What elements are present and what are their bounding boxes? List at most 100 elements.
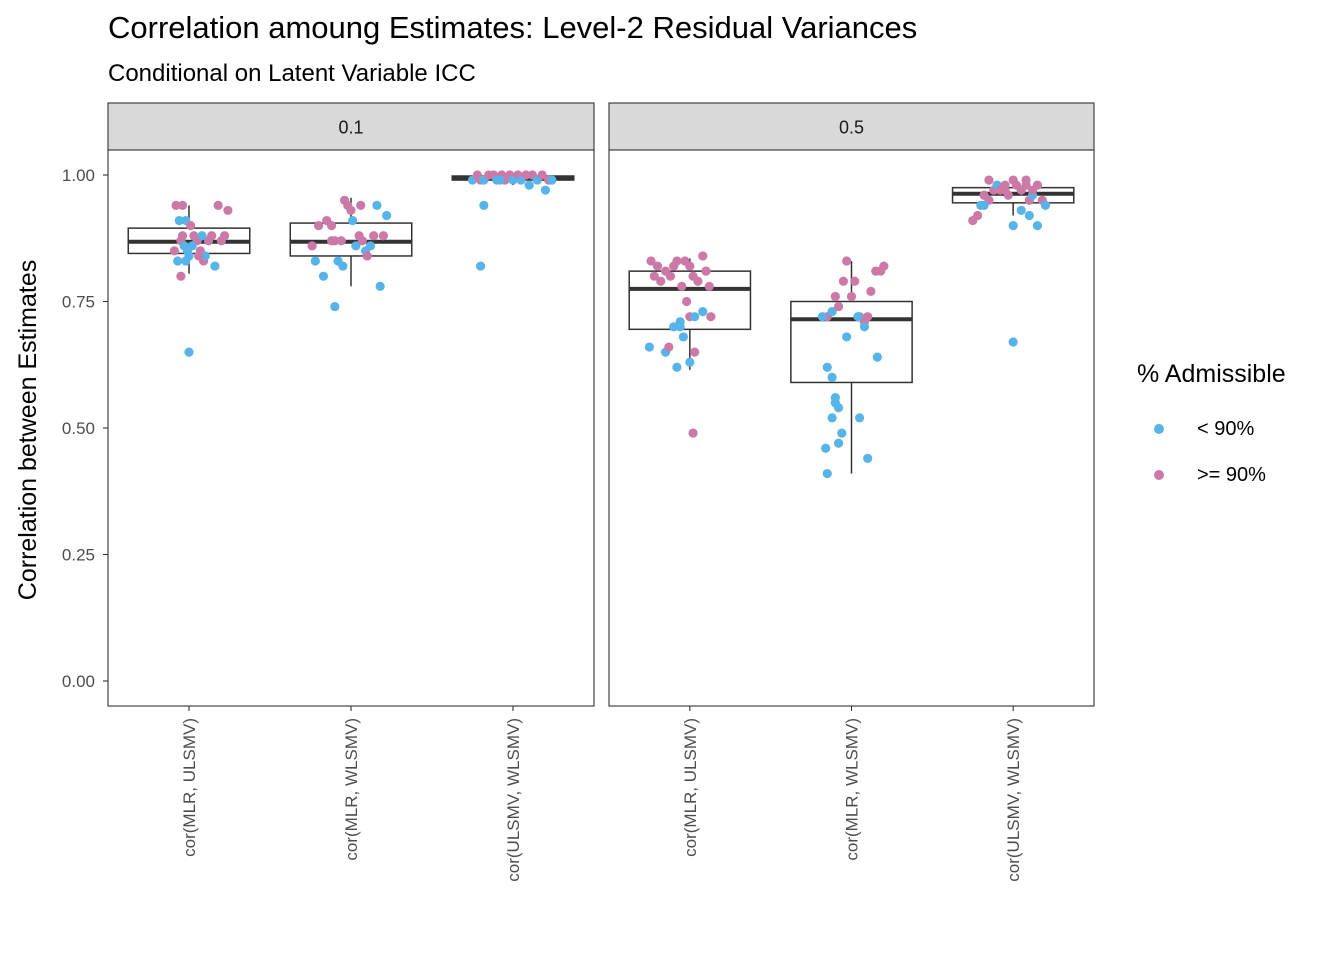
chart-title: Correlation amoung Estimates: Level-2 Re…	[108, 10, 918, 45]
data-point-ge90	[326, 236, 337, 246]
data-point-lt90	[210, 261, 220, 271]
data-point-lt90	[1040, 200, 1051, 210]
data-point-lt90	[837, 428, 847, 438]
data-point-ge90	[213, 200, 223, 210]
data-point-lt90	[669, 322, 679, 332]
data-point-ge90	[646, 256, 656, 266]
x-tick-label: cor(MLR, ULSMV)	[681, 718, 700, 857]
data-point-ge90	[863, 312, 873, 322]
data-point-ge90	[664, 342, 674, 352]
data-point-ge90	[220, 231, 230, 241]
legend: % Admissible < 90% >= 90%	[1137, 360, 1286, 486]
data-point-lt90	[495, 175, 505, 185]
data-point-lt90	[375, 281, 385, 291]
legend-title: % Admissible	[1137, 360, 1286, 388]
chart-subtitle: Conditional on Latent Variable ICC	[108, 60, 476, 87]
data-point-ge90	[838, 276, 849, 286]
data-point-ge90	[688, 428, 698, 438]
data-point-ge90	[521, 170, 531, 180]
data-point-lt90	[310, 256, 320, 266]
data-point-lt90	[351, 241, 361, 251]
data-point-lt90	[476, 261, 486, 271]
y-tick-label: 0.75	[62, 293, 95, 312]
data-point-lt90	[859, 322, 870, 332]
data-point-lt90	[200, 251, 210, 261]
data-point-ge90	[346, 205, 356, 216]
facet-strip	[608, 102, 1095, 151]
data-point-ge90	[207, 231, 217, 241]
data-point-lt90	[827, 413, 837, 423]
y-tick-label: 1.00	[62, 166, 95, 185]
data-point-ge90	[842, 256, 852, 266]
data-point-lt90	[479, 200, 489, 210]
data-point-lt90	[822, 362, 832, 372]
data-point-lt90	[1008, 221, 1018, 231]
facet-strip	[107, 102, 595, 151]
data-point-ge90	[314, 221, 324, 231]
data-point-ge90	[704, 281, 714, 291]
data-point-ge90	[866, 286, 876, 296]
data-point-ge90	[652, 261, 663, 271]
data-point-lt90	[678, 332, 688, 342]
data-point-ge90	[698, 251, 708, 261]
data-point-ge90	[171, 200, 181, 210]
legend-label-ge90: >= 90%	[1197, 464, 1266, 486]
facet-strip-label: 0.5	[839, 118, 864, 138]
data-point-lt90	[644, 342, 655, 352]
data-point-lt90	[382, 210, 392, 221]
data-point-lt90	[187, 241, 197, 251]
data-point-ge90	[850, 276, 860, 286]
data-point-ge90	[369, 231, 379, 241]
data-point-lt90	[854, 413, 865, 423]
data-point-ge90	[378, 231, 388, 241]
data-point-ge90	[833, 301, 844, 312]
legend-dot-lt90	[1154, 424, 1164, 434]
data-point-ge90	[984, 175, 994, 185]
data-point-ge90	[1027, 185, 1038, 195]
data-point-lt90	[827, 372, 837, 382]
data-point-ge90	[356, 200, 366, 210]
x-tick-label: cor(ULSMV, WLSMV)	[1004, 718, 1023, 882]
data-point-ge90	[656, 276, 666, 286]
data-point-lt90	[1032, 221, 1043, 231]
x-tick-label: cor(MLR, ULSMV)	[180, 718, 199, 857]
data-point-lt90	[817, 312, 828, 322]
data-point-ge90	[186, 221, 196, 231]
data-point-lt90	[330, 301, 340, 312]
data-point-ge90	[706, 312, 716, 322]
facet-strip-label: 0.1	[338, 118, 363, 138]
data-point-ge90	[693, 276, 703, 286]
data-point-lt90	[833, 403, 844, 413]
data-point-ge90	[1000, 185, 1010, 195]
data-point-lt90	[338, 261, 348, 271]
data-point-lt90	[690, 312, 700, 322]
data-point-ge90	[677, 281, 687, 291]
data-point-lt90	[372, 200, 382, 210]
data-point-ge90	[685, 261, 695, 271]
x-tick-label: cor(MLR, WLSMV)	[843, 718, 862, 861]
data-point-lt90	[842, 332, 852, 342]
legend-dot-ge90	[1154, 470, 1164, 480]
data-point-lt90	[173, 256, 183, 266]
data-point-lt90	[348, 215, 358, 226]
data-point-lt90	[822, 468, 832, 479]
data-point-ge90	[362, 251, 372, 261]
data-point-ge90	[830, 291, 840, 302]
data-point-lt90	[365, 241, 376, 251]
box-body	[790, 300, 913, 384]
data-point-ge90	[1021, 175, 1031, 185]
data-point-ge90	[672, 256, 682, 266]
data-point-lt90	[833, 438, 844, 448]
y-tick-label: 0.00	[62, 672, 95, 691]
data-point-ge90	[177, 200, 188, 210]
data-point-lt90	[1024, 210, 1034, 221]
data-point-lt90	[540, 185, 551, 195]
data-point-ge90	[879, 261, 889, 271]
data-point-lt90	[830, 393, 840, 403]
data-point-ge90	[846, 291, 857, 302]
data-point-ge90	[537, 170, 547, 180]
data-point-ge90	[223, 205, 233, 216]
data-point-lt90	[318, 271, 329, 281]
data-point-lt90	[547, 175, 557, 185]
